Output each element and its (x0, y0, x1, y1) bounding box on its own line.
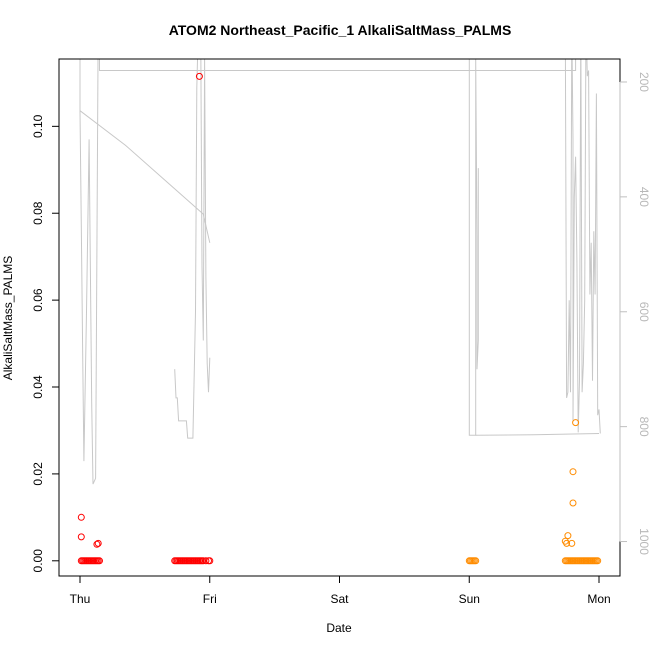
data-point (572, 419, 580, 427)
y-tick-label: 0.08 (31, 201, 45, 225)
data-point (96, 557, 103, 565)
x-tick-label: Sat (330, 592, 349, 606)
secondary-line-segment (564, 59, 601, 434)
x-tick-label: Mon (587, 592, 610, 606)
data-point (93, 540, 101, 548)
data-point (564, 532, 572, 540)
right-tick-label: 600 (637, 302, 650, 322)
data-point (206, 557, 214, 565)
data-point (472, 557, 480, 565)
data-point (77, 513, 85, 521)
y-tick-label: 0.06 (31, 288, 45, 312)
data-point (569, 499, 577, 507)
data-point (563, 539, 571, 547)
x-axis: Thu Fri Sat Sun Mon (70, 575, 611, 606)
secondary-line-segment (468, 59, 479, 436)
y-axis: 0.00 0.02 0.04 0.06 0.08 0.10 (31, 114, 60, 573)
x-tick-label: Sun (459, 592, 480, 606)
right-tick-label: 1000 (637, 528, 650, 555)
data-point (195, 72, 203, 80)
right-axis: 200 400 600 800 1000 (619, 72, 650, 555)
right-tick-label: 800 (637, 417, 650, 437)
y-tick-label: 0.00 (31, 549, 45, 573)
data-point (77, 533, 85, 541)
y-tick-label: 0.10 (31, 114, 45, 138)
y-axis-label: AlkaliSaltMass_PALMS (1, 256, 15, 381)
data-point (569, 468, 577, 476)
secondary-line-segment (174, 59, 211, 439)
secondary-line-segment (475, 433, 600, 436)
right-tick-label: 400 (637, 187, 650, 207)
data-point (568, 539, 576, 547)
right-tick-label: 200 (637, 72, 650, 92)
secondary-line-layer (79, 59, 601, 485)
y-tick-label: 0.04 (31, 375, 45, 399)
secondary-line-segment (79, 59, 577, 485)
secondary-line-segment (79, 110, 211, 243)
plot-frame (58, 58, 621, 577)
y-tick-label: 0.02 (31, 462, 45, 486)
data-point (594, 557, 602, 565)
data-point (94, 539, 102, 547)
x-axis-label: Date (326, 621, 352, 635)
x-tick-label: Thu (70, 592, 91, 606)
data-point (202, 557, 210, 565)
points-layer (77, 72, 602, 565)
chart-title: ATOM2 Northeast_Pacific_1 AlkaliSaltMass… (169, 22, 512, 38)
x-tick-label: Fri (203, 592, 217, 606)
